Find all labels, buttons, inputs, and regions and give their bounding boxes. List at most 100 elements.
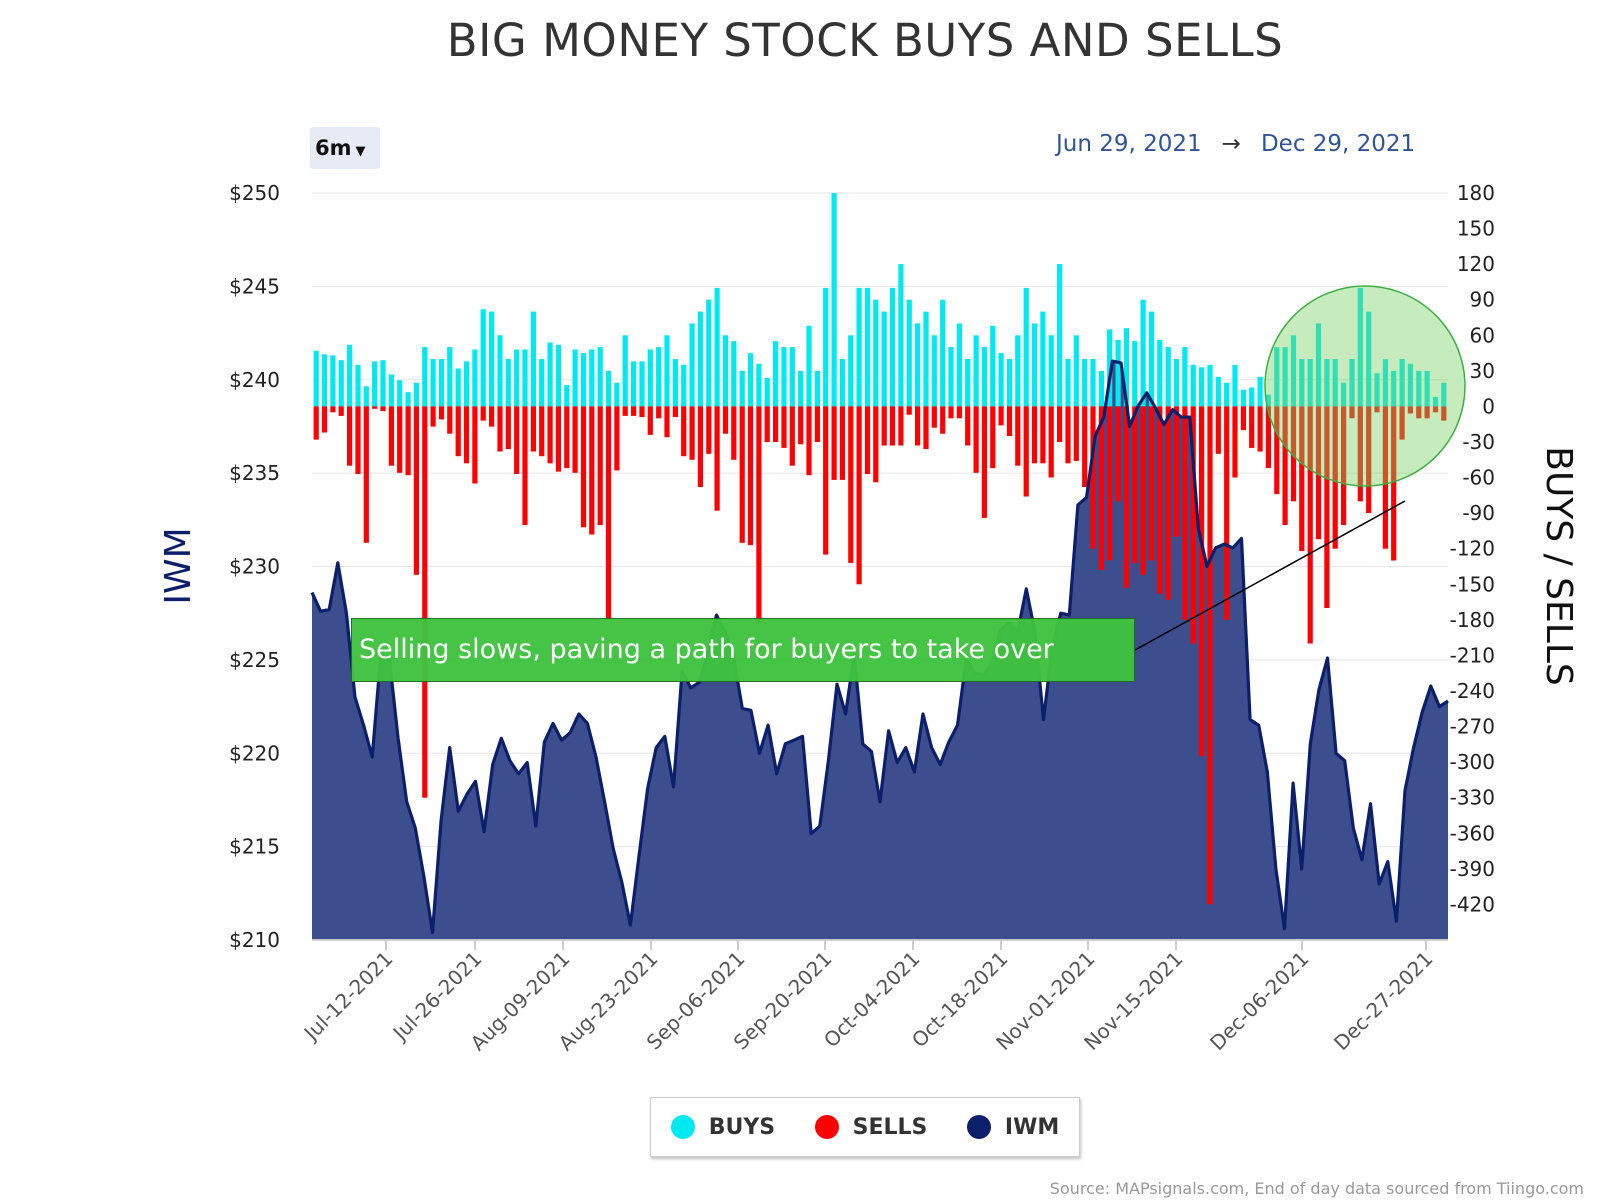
sell-bar (405, 406, 411, 476)
buy-bar (965, 359, 971, 407)
y-left-tick-label: $210 (229, 928, 280, 952)
buy-bar (756, 363, 762, 407)
buy-bar (1357, 287, 1363, 407)
sell-bar (564, 406, 570, 469)
sell-bar (547, 406, 553, 464)
sell-bar (697, 406, 703, 487)
buy-bar (1115, 340, 1121, 407)
sell-bar (1048, 406, 1054, 478)
y-right-tick-label: -360 (1450, 821, 1495, 845)
buy-bar (1382, 359, 1388, 407)
buy-bar (405, 392, 411, 407)
sell-bar (463, 406, 470, 464)
buy-bar (530, 311, 536, 407)
sell-bar (881, 406, 887, 446)
y-right-tick-label: -390 (1450, 857, 1495, 881)
buy-bar (839, 359, 845, 407)
buy-bar (1199, 367, 1205, 407)
y-left-tick-label: $240 (229, 368, 280, 392)
sell-bar (1073, 406, 1079, 461)
sell-bar (321, 406, 328, 433)
legend: BUYS SELLS IWM (650, 1097, 1080, 1157)
buy-bar (864, 287, 871, 407)
sell-bar (1190, 406, 1196, 644)
sell-bar (1232, 406, 1238, 478)
sell-bar (530, 406, 536, 452)
sell-bar (956, 406, 962, 419)
annotation-layer (1134, 285, 1466, 651)
range-selector-button[interactable]: 6m ▼ (310, 127, 380, 169)
date-range-end[interactable]: Dec 29, 2021 (1260, 131, 1416, 157)
buy-bar (597, 347, 603, 407)
buy-bar (739, 370, 745, 407)
y-left-tick-label: $250 (229, 181, 280, 205)
date-range-start[interactable]: Jun 29, 2021 (1056, 131, 1202, 157)
buy-bar (1098, 370, 1104, 407)
buy-bar (463, 361, 470, 407)
sell-bar (664, 406, 670, 438)
buy-bar (764, 378, 770, 407)
sell-bar (1416, 406, 1422, 419)
buy-bar (731, 341, 737, 407)
buy-bar (1282, 347, 1288, 407)
sell-bar (555, 406, 561, 472)
legend-item-buys[interactable]: BUYS (670, 1114, 776, 1140)
sell-bar (597, 406, 603, 525)
sell-bar (965, 406, 971, 446)
buy-bar (1307, 359, 1313, 407)
sell-bar (848, 406, 854, 563)
buy-bar (605, 370, 612, 407)
legend-item-sells[interactable]: SELLS (814, 1115, 927, 1140)
sell-bar (1065, 406, 1071, 464)
buy-bar (1048, 335, 1054, 407)
sell-bar (430, 406, 436, 427)
buy-bar (1165, 347, 1171, 407)
buy-bar (848, 335, 854, 407)
buy-bar (1140, 299, 1146, 407)
y-right-tick-label: -60 (1462, 466, 1495, 490)
sell-bar (873, 406, 879, 483)
y-right-tick-label: -300 (1450, 750, 1495, 774)
legend-item-iwm[interactable]: IWM (966, 1115, 1059, 1140)
buy-bar (856, 287, 862, 407)
sell-bar (455, 406, 461, 457)
sell-bar (1140, 406, 1146, 575)
buy-bar (372, 361, 378, 407)
sell-bar (923, 406, 929, 450)
buy-bar (1015, 335, 1021, 407)
sell-bar (998, 406, 1004, 426)
sell-bar (1332, 406, 1338, 549)
sell-bar (338, 406, 344, 416)
sell-bar (981, 406, 987, 518)
buy-bar (622, 335, 628, 407)
y-left-tick-label: $215 (229, 835, 280, 859)
sell-bar (489, 406, 495, 427)
buy-bar (722, 335, 729, 407)
legend-label-buys: BUYS (708, 1114, 776, 1140)
x-tick-label: Dec-27-2021 (1329, 947, 1438, 1056)
sell-bar (1290, 406, 1297, 502)
buy-bar (773, 341, 779, 407)
buy-bar (823, 287, 829, 407)
sell-bar (388, 406, 394, 466)
sell-bar (622, 406, 628, 416)
sell-bar (889, 406, 896, 446)
buy-bar (480, 309, 486, 407)
buy-bar (388, 374, 394, 407)
y-right-tick-label: 150 (1457, 217, 1495, 241)
highlight-circle (1264, 285, 1466, 487)
sell-bar (990, 406, 996, 469)
sell-bar (1240, 406, 1246, 431)
x-tick-label: Jul-12-2021 (298, 947, 398, 1047)
range-selector-label: 6m (315, 136, 352, 160)
buys-dot-icon (670, 1115, 695, 1139)
buy-bar (514, 349, 520, 407)
sell-bar (1006, 406, 1013, 436)
buy-bar (1123, 328, 1129, 407)
sell-bar (522, 406, 528, 525)
buy-bar (447, 347, 453, 407)
sell-bar (864, 406, 871, 474)
y-right-tick-label: -180 (1450, 608, 1495, 632)
sell-bar (1249, 406, 1255, 448)
buy-bar (1315, 323, 1322, 407)
